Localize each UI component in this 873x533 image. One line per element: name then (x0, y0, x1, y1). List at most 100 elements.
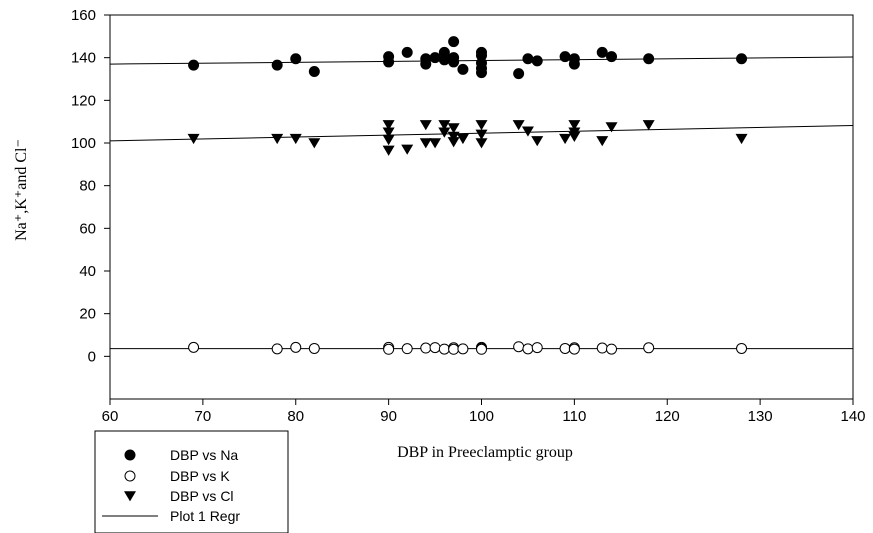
point-dbp-vs-na (596, 46, 608, 58)
y-tick-label: 0 (88, 348, 96, 365)
point-dbp-vs-cl (605, 122, 618, 133)
point-dbp-vs-k (531, 342, 543, 354)
point-dbp-vs-na (290, 53, 302, 65)
point-dbp-vs-na (383, 56, 395, 68)
point-dbp-vs-k (522, 343, 534, 355)
x-tick-label: 100 (469, 408, 494, 425)
legend-label: Plot 1 Regr (170, 508, 240, 524)
point-dbp-vs-cl (438, 120, 451, 131)
point-dbp-vs-k (290, 341, 302, 353)
point-dbp-vs-na (308, 66, 320, 78)
legend: DBP vs Na DBP vs K DBP vs Cl Plot 1 Regr (94, 430, 289, 533)
point-dbp-vs-cl (438, 127, 451, 138)
x-axis-title: DBP in Preeclamptic group (397, 444, 573, 461)
point-dbp-vs-cl (382, 135, 395, 146)
y-tick-label: 40 (79, 263, 96, 280)
legend-marker (124, 449, 136, 461)
point-dbp-vs-na (736, 53, 748, 65)
point-dbp-vs-k (188, 341, 200, 353)
point-dbp-vs-cl (429, 138, 442, 149)
point-dbp-vs-na (513, 68, 525, 80)
x-tick-label: 70 (195, 408, 212, 425)
point-dbp-vs-na (476, 67, 487, 79)
point-dbp-vs-cl (531, 136, 544, 147)
legend-marker (124, 491, 136, 502)
point-dbp-vs-cl (735, 133, 748, 145)
point-dbp-vs-cl (419, 120, 432, 131)
x-tick-label: 140 (840, 408, 865, 425)
point-dbp-vs-k (476, 343, 487, 355)
point-dbp-vs-na (531, 55, 543, 67)
point-dbp-vs-cl (308, 138, 321, 149)
point-dbp-vs-cl (447, 123, 460, 134)
point-dbp-vs-cl (512, 120, 525, 131)
point-dbp-vs-na (606, 51, 618, 63)
point-dbp-vs-k (513, 341, 525, 353)
legend-marker (124, 470, 136, 482)
point-dbp-vs-k (559, 342, 571, 354)
point-dbp-vs-k (420, 342, 432, 354)
point-dbp-vs-k (308, 342, 320, 354)
point-dbp-vs-cl (382, 145, 395, 156)
y-axis-title: Na⁺,K⁺and Cl⁻ (13, 139, 30, 241)
point-dbp-vs-cl (419, 138, 432, 149)
point-dbp-vs-na (643, 53, 655, 65)
regression-lines (109, 56, 854, 350)
y-tick-label: 160 (71, 7, 96, 24)
point-dbp-vs-k (429, 342, 441, 354)
point-dbp-vs-na (188, 59, 200, 71)
point-dbp-vs-k (736, 342, 748, 354)
data-points (187, 36, 748, 355)
y-tick-label: 80 (79, 178, 96, 195)
point-dbp-vs-cl (401, 144, 414, 155)
point-dbp-vs-k (401, 343, 413, 355)
point-dbp-vs-na (401, 46, 413, 58)
point-dbp-vs-na (522, 53, 534, 65)
point-dbp-vs-k (457, 343, 469, 355)
x-tick-label: 60 (102, 408, 119, 425)
point-dbp-vs-na (559, 51, 571, 63)
y-tick-label: 140 (71, 50, 96, 67)
point-dbp-vs-cl (521, 126, 534, 137)
point-dbp-vs-k (448, 343, 460, 355)
y-tick-label: 20 (79, 306, 96, 323)
point-dbp-vs-k (438, 343, 450, 355)
legend-label: DBP vs K (170, 468, 230, 484)
point-dbp-vs-cl (475, 129, 488, 140)
legend-label: DBP vs Na (170, 447, 238, 463)
point-dbp-vs-k (596, 342, 608, 354)
point-dbp-vs-cl (475, 120, 488, 131)
point-dbp-vs-cl (568, 131, 581, 142)
point-dbp-vs-cl (447, 137, 460, 148)
x-tick-label: 110 (562, 408, 586, 425)
point-dbp-vs-cl (289, 133, 302, 145)
y-tick-label: 120 (71, 92, 96, 109)
point-dbp-vs-cl (271, 133, 284, 145)
point-dbp-vs-na (438, 54, 450, 66)
x-tick-label: 130 (748, 408, 773, 425)
y-axis-ticks: 0 20 40 60 80 100 120 140 160 (71, 7, 110, 365)
point-dbp-vs-cl (642, 120, 655, 131)
point-dbp-vs-na (448, 56, 460, 68)
point-dbp-vs-na (420, 58, 432, 70)
point-dbp-vs-k (271, 343, 283, 355)
point-dbp-vs-na (271, 59, 283, 71)
point-dbp-vs-cl (456, 133, 469, 145)
point-dbp-vs-na (429, 52, 441, 64)
point-dbp-vs-k (568, 343, 580, 355)
point-dbp-vs-cl (447, 131, 460, 142)
point-dbp-vs-cl (568, 120, 581, 131)
point-dbp-vs-cl (382, 120, 395, 131)
x-tick-label: 90 (380, 408, 397, 425)
point-dbp-vs-k (383, 343, 395, 355)
point-dbp-vs-cl (559, 133, 572, 145)
point-dbp-vs-na (568, 58, 580, 70)
point-dbp-vs-cl (596, 136, 609, 147)
x-tick-label: 80 (287, 408, 304, 425)
point-dbp-vs-cl (475, 138, 488, 149)
point-dbp-vs-cl (382, 127, 395, 138)
legend-label: DBP vs Cl (170, 488, 234, 504)
point-dbp-vs-k (643, 342, 655, 354)
point-dbp-vs-na (448, 36, 460, 48)
